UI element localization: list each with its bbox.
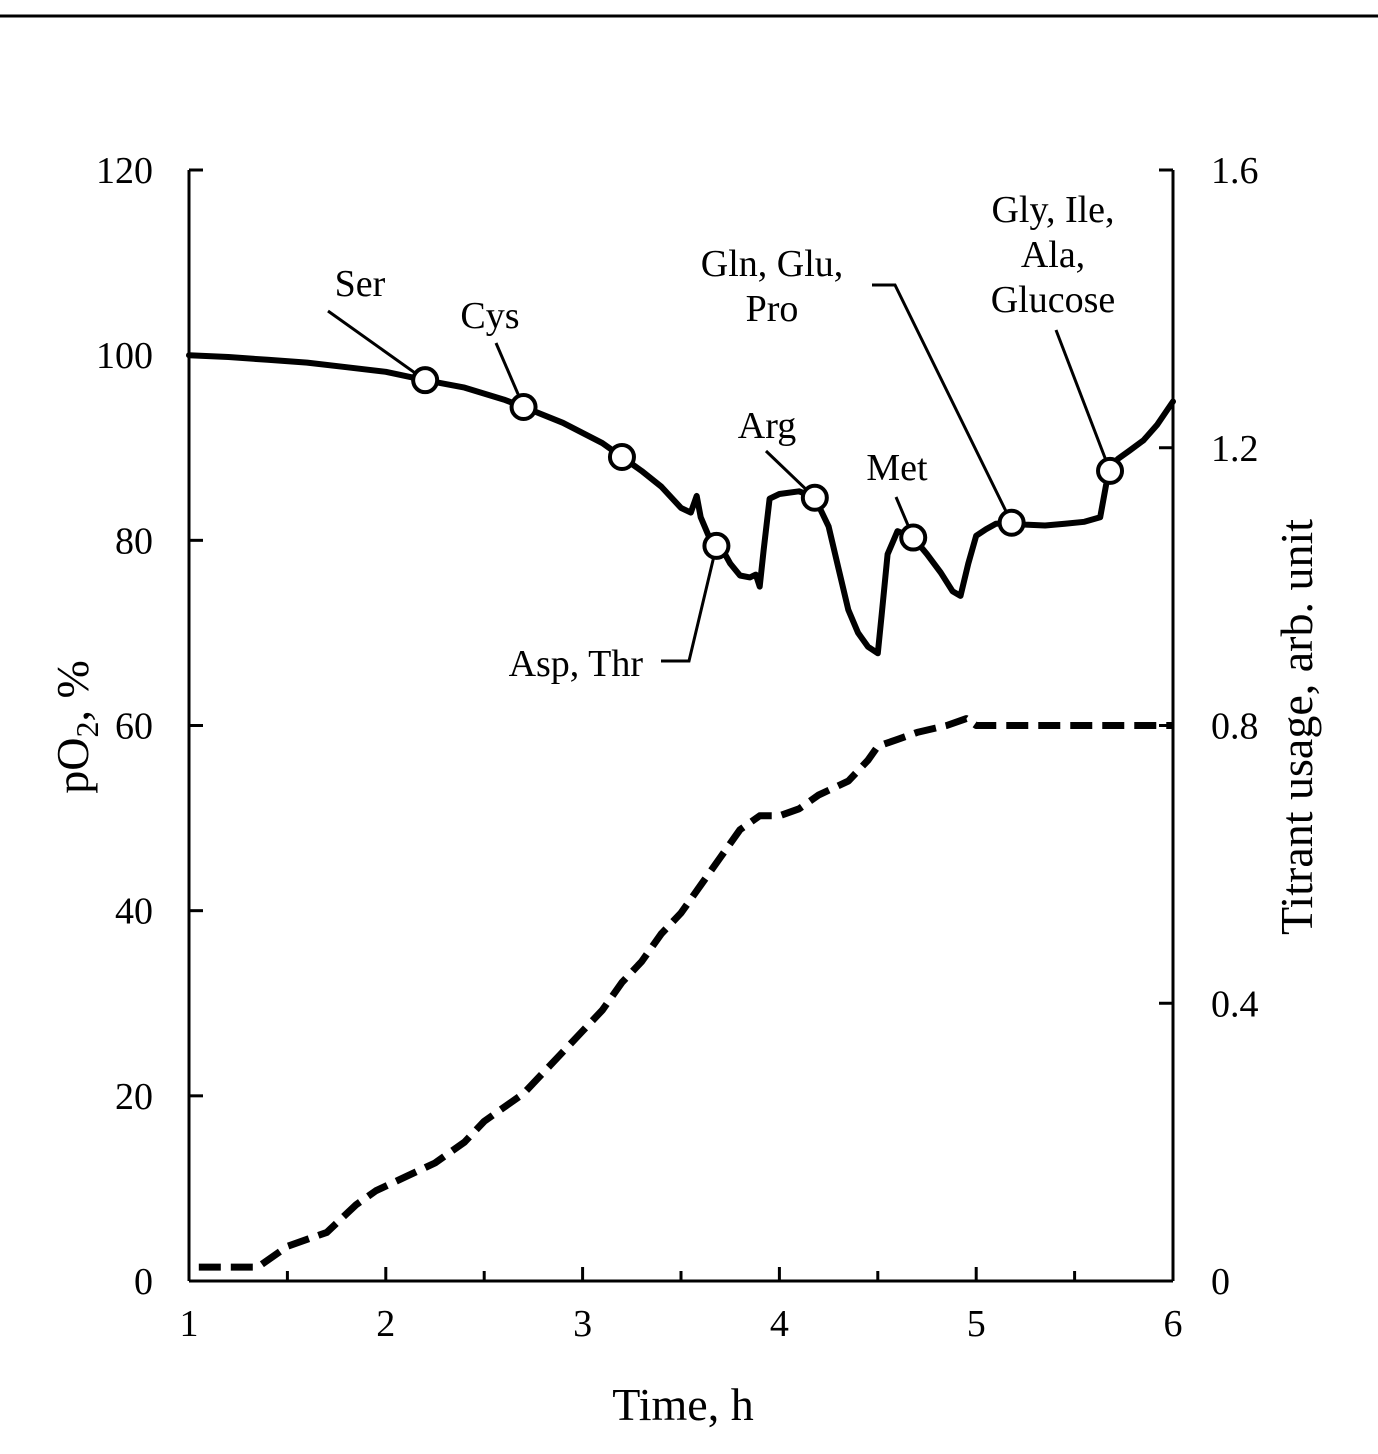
annotation-layer: Ser Cys Asp, Thr Arg Met Gln, Glu,Pro Gly, Ile… [327, 189, 1125, 685]
y-left-tick-label: 80 [115, 520, 153, 562]
annotation-label: Ser [335, 263, 386, 305]
y-axis-left-title-sub: 2 [69, 722, 105, 738]
annotation-label: Cys [460, 295, 519, 337]
titrant-usage-line [198, 715, 1173, 1271]
annotation-label: Pro [746, 288, 799, 330]
y-axis-left-title-main: pO [47, 738, 98, 794]
x-tick-label: 6 [1164, 1303, 1183, 1345]
annotation-leader [1054, 329, 1112, 472]
annotation-label: Ala, [1021, 234, 1085, 276]
annotation-leader [661, 545, 718, 663]
y-left-tick-label: 100 [96, 335, 153, 377]
x-tick-label: 4 [770, 1303, 789, 1345]
y-left-ticks: 0 20 40 60 80 100 120 [96, 150, 203, 1303]
y-right-ticks: 0 0.4 0.8 1.2 1.6 [1159, 150, 1259, 1303]
sample-marker [800, 483, 829, 512]
annotation-label: Arg [738, 405, 796, 447]
annotation-label: Met [866, 447, 928, 489]
y-right-tick-label: 0.8 [1211, 706, 1259, 748]
y-left-tick-label: 120 [96, 150, 153, 192]
annotation-label: Gly, Ile, [991, 189, 1114, 231]
x-tick-label: 2 [376, 1303, 395, 1345]
annotation-label: Asp, Thr [509, 643, 644, 685]
annotation-label: Gln, Glu, [701, 243, 844, 285]
y-left-tick-label: 0 [134, 1261, 153, 1303]
y-axis-left-title: pO2, % [47, 660, 105, 794]
x-tick-label: 3 [573, 1303, 592, 1345]
sample-marker [411, 366, 440, 395]
annotation-leader [327, 309, 427, 382]
sample-marker [1096, 456, 1125, 485]
y-right-tick-label: 0 [1211, 1261, 1230, 1303]
y-left-tick-label: 40 [115, 891, 153, 933]
y-axis-left-title-suffix: , % [47, 660, 98, 721]
sample-marker [702, 531, 731, 560]
annotation-leader [872, 283, 1013, 524]
y-right-tick-label: 0.4 [1211, 983, 1259, 1025]
po2-line [186, 352, 1176, 657]
y-right-tick-label: 1.6 [1211, 150, 1259, 192]
y-left-tick-label: 60 [115, 706, 153, 748]
x-tick-label: 1 [180, 1303, 199, 1345]
sample-marker [997, 508, 1026, 537]
y-right-tick-label: 1.2 [1211, 428, 1259, 470]
y-left-tick-label: 20 [115, 1076, 153, 1118]
sample-marker [899, 523, 928, 552]
x-tick-label: 5 [967, 1303, 986, 1345]
y-axis-right-title: Titrant usage, arb. unit [1271, 519, 1322, 935]
sample-marker [509, 393, 538, 422]
x-ticks: 1 2 3 4 5 6 [180, 1267, 1183, 1345]
series-layer [186, 352, 1176, 1271]
x-axis-title: Time, h [612, 1379, 753, 1430]
annotation-label: Glucose [991, 279, 1116, 321]
sample-marker [607, 443, 636, 472]
